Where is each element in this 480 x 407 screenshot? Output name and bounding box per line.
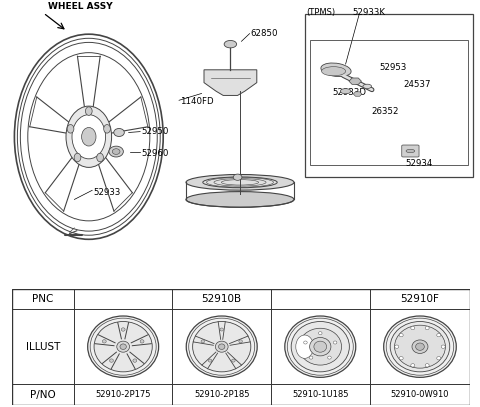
Ellipse shape: [109, 359, 113, 362]
Ellipse shape: [395, 325, 445, 368]
Ellipse shape: [285, 316, 356, 377]
Ellipse shape: [333, 341, 337, 344]
Ellipse shape: [296, 335, 313, 358]
Text: 52910-2P175: 52910-2P175: [96, 390, 151, 399]
Text: 52950: 52950: [142, 127, 169, 136]
Ellipse shape: [218, 344, 225, 350]
Ellipse shape: [322, 67, 346, 76]
Text: 52910-0W910: 52910-0W910: [391, 390, 449, 399]
Ellipse shape: [299, 328, 342, 365]
Ellipse shape: [437, 333, 441, 337]
Ellipse shape: [203, 177, 277, 188]
Text: 52934: 52934: [406, 159, 433, 168]
Ellipse shape: [310, 337, 331, 356]
Text: PNC: PNC: [32, 294, 54, 304]
Ellipse shape: [412, 340, 428, 353]
Ellipse shape: [208, 359, 212, 362]
Ellipse shape: [28, 53, 150, 221]
Ellipse shape: [328, 356, 331, 359]
Text: 52933D: 52933D: [333, 88, 367, 96]
Ellipse shape: [437, 357, 441, 360]
Bar: [310, 40, 468, 165]
Ellipse shape: [425, 326, 429, 330]
Ellipse shape: [416, 343, 424, 350]
Ellipse shape: [425, 364, 429, 367]
Ellipse shape: [82, 127, 96, 146]
Ellipse shape: [232, 359, 235, 362]
Ellipse shape: [216, 341, 228, 352]
Ellipse shape: [66, 106, 111, 167]
Text: WHEEL ASSY: WHEEL ASSY: [48, 2, 113, 11]
Ellipse shape: [411, 364, 415, 367]
Text: 52910-2P185: 52910-2P185: [194, 390, 250, 399]
Text: 52933: 52933: [94, 188, 121, 197]
Ellipse shape: [304, 341, 307, 344]
Circle shape: [224, 40, 237, 48]
Ellipse shape: [109, 146, 123, 157]
Ellipse shape: [114, 129, 124, 136]
Ellipse shape: [411, 326, 415, 330]
Text: 52910F: 52910F: [400, 294, 439, 304]
Ellipse shape: [121, 328, 125, 331]
FancyBboxPatch shape: [402, 145, 419, 157]
Ellipse shape: [94, 322, 152, 372]
Ellipse shape: [192, 322, 251, 372]
Ellipse shape: [74, 153, 81, 162]
Ellipse shape: [140, 340, 144, 343]
Ellipse shape: [102, 340, 106, 343]
Ellipse shape: [340, 89, 351, 94]
Ellipse shape: [399, 333, 403, 337]
Ellipse shape: [406, 149, 415, 153]
Ellipse shape: [97, 153, 104, 162]
Text: 52910B: 52910B: [202, 294, 242, 304]
Bar: [305, 14, 473, 177]
Text: 52953: 52953: [379, 63, 407, 72]
Ellipse shape: [85, 107, 92, 116]
Text: 52960: 52960: [142, 149, 169, 158]
Ellipse shape: [384, 316, 456, 377]
Ellipse shape: [395, 345, 399, 348]
Ellipse shape: [88, 316, 159, 377]
Text: ILLUST: ILLUST: [26, 342, 60, 352]
Ellipse shape: [399, 357, 403, 360]
Ellipse shape: [309, 356, 313, 359]
Text: 1140FD: 1140FD: [180, 96, 214, 106]
Polygon shape: [204, 70, 257, 96]
Ellipse shape: [220, 328, 224, 331]
Text: P/NO: P/NO: [30, 389, 56, 400]
Ellipse shape: [120, 344, 126, 350]
Text: (TPMS): (TPMS): [306, 8, 336, 18]
Ellipse shape: [186, 316, 257, 377]
Text: 52910-1U185: 52910-1U185: [292, 390, 348, 399]
Text: 24537: 24537: [403, 79, 431, 89]
Ellipse shape: [319, 332, 322, 335]
Ellipse shape: [186, 175, 294, 190]
Ellipse shape: [390, 322, 450, 372]
Ellipse shape: [291, 322, 349, 372]
Ellipse shape: [201, 340, 204, 343]
Ellipse shape: [239, 340, 242, 343]
Ellipse shape: [104, 125, 110, 133]
Ellipse shape: [314, 341, 327, 352]
Ellipse shape: [233, 174, 242, 180]
Text: 26352: 26352: [371, 107, 398, 116]
Text: 52933K: 52933K: [353, 8, 386, 18]
Ellipse shape: [112, 149, 120, 154]
Ellipse shape: [321, 63, 351, 77]
Ellipse shape: [186, 192, 294, 207]
Ellipse shape: [67, 125, 74, 133]
Ellipse shape: [117, 341, 130, 352]
Ellipse shape: [363, 84, 372, 88]
Ellipse shape: [72, 115, 106, 159]
Text: 62850: 62850: [251, 29, 278, 38]
Ellipse shape: [133, 359, 137, 362]
Ellipse shape: [441, 345, 445, 348]
